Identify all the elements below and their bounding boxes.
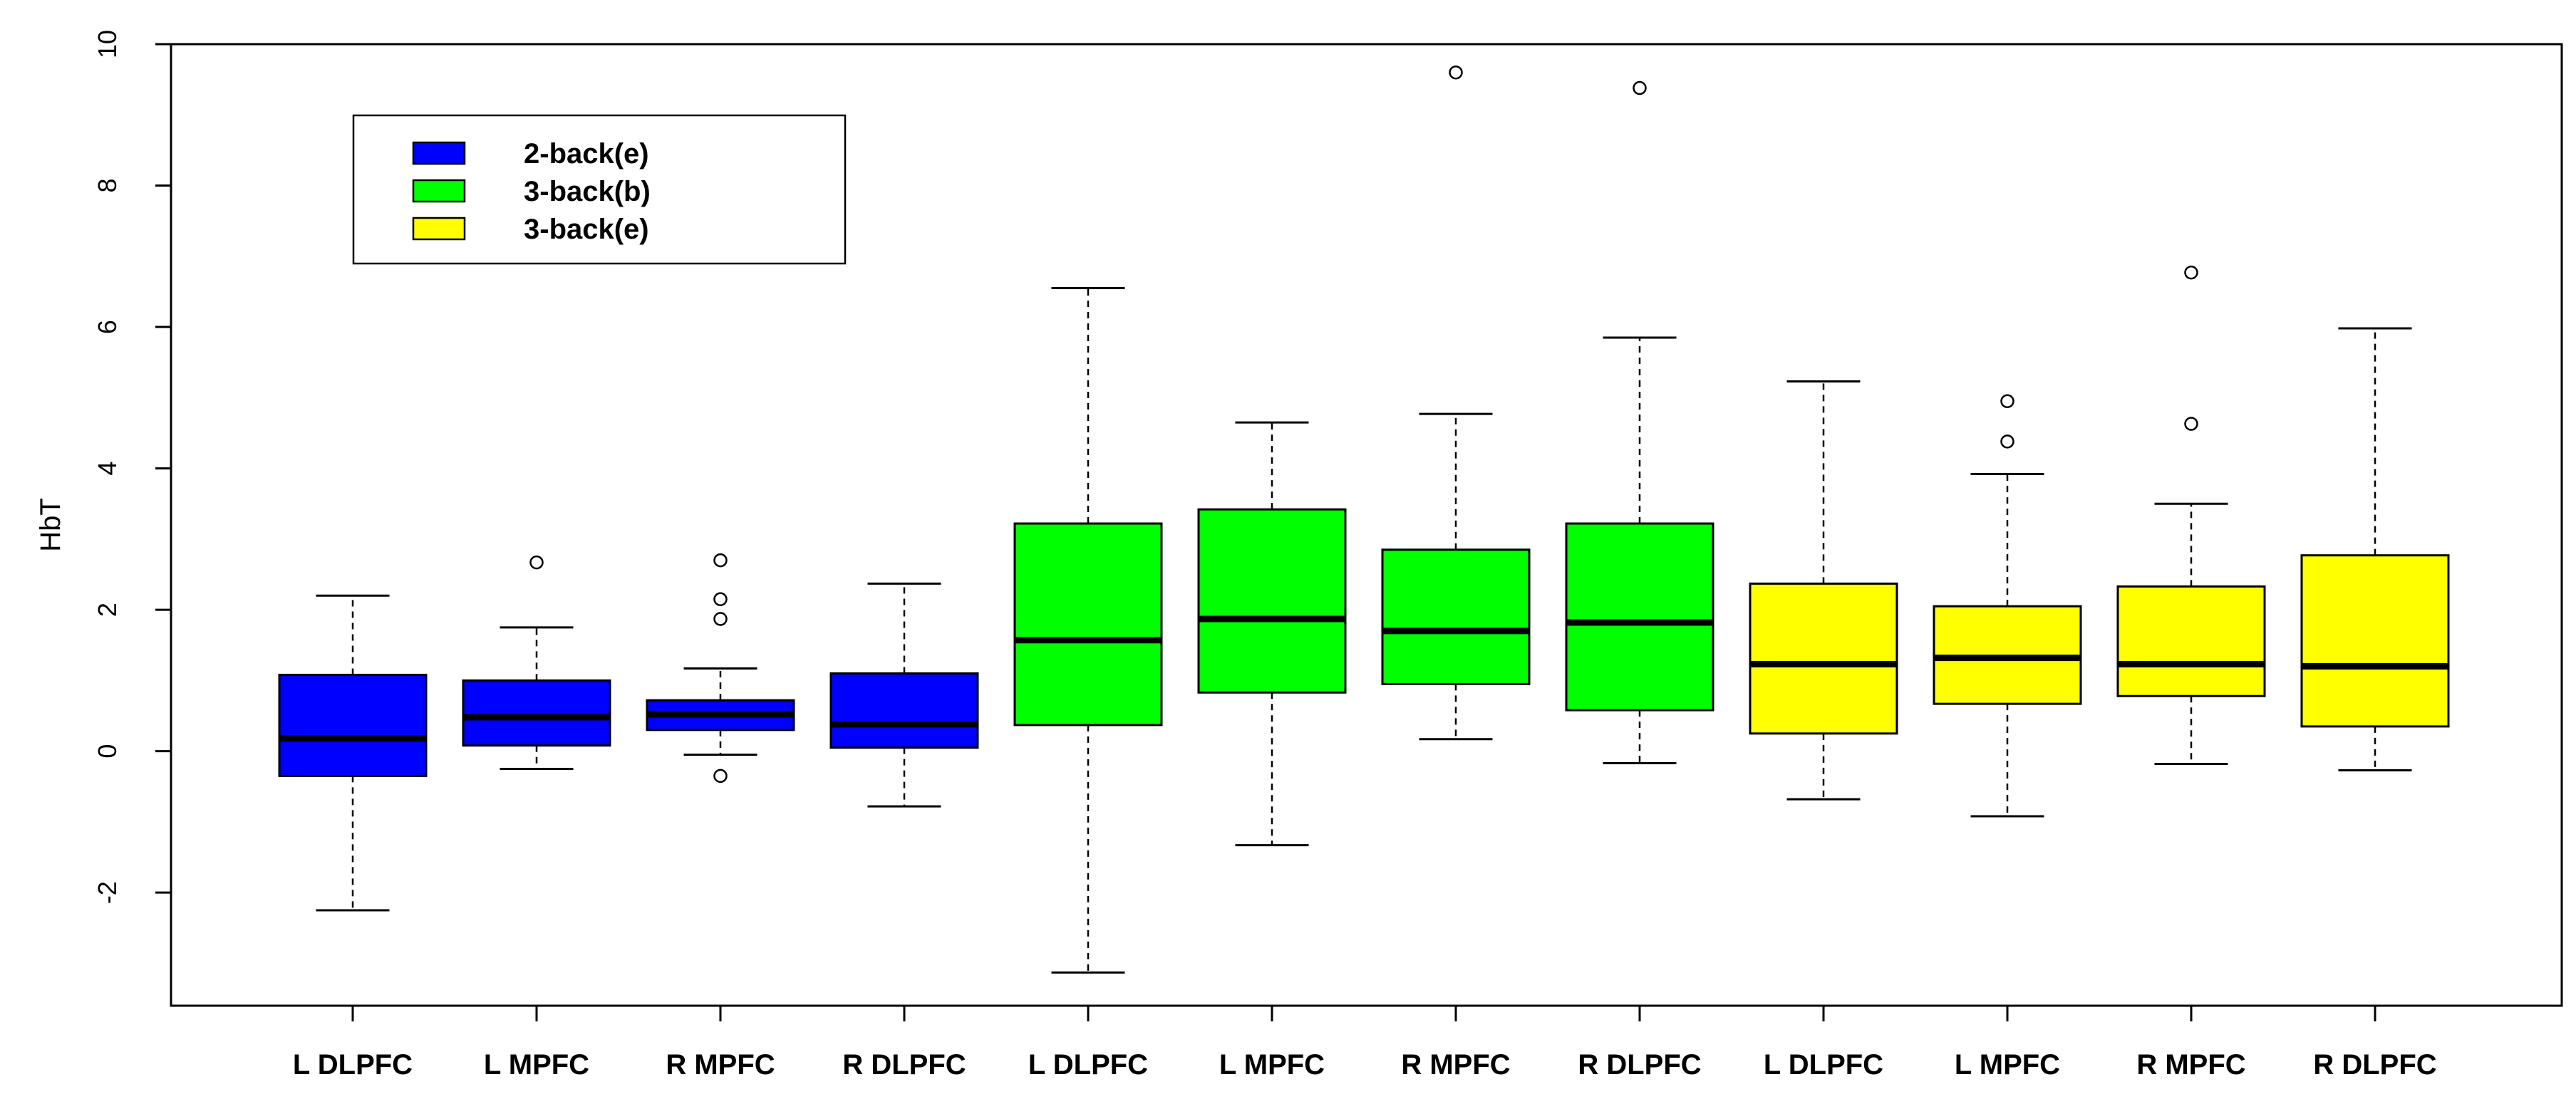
y-tick-label: 2 [93, 603, 122, 617]
y-tick-label: 10 [93, 30, 122, 58]
box-7 [1381, 65, 1531, 741]
box-9 [1749, 380, 1898, 801]
outlier-point [1449, 65, 1463, 80]
outlier-point [713, 553, 728, 568]
legend-swatch [412, 179, 466, 203]
boxes [278, 65, 2450, 974]
box-iqr [1013, 522, 1163, 727]
box-11 [2116, 265, 2266, 766]
outlier-point [713, 592, 728, 606]
x-tick-label: L DLPFC [1764, 1049, 1883, 1081]
y-tick-label: 8 [93, 179, 122, 193]
box-iqr [278, 673, 428, 777]
outlier-point [2000, 394, 2014, 409]
x-tick-label: R MPFC [2136, 1049, 2245, 1081]
box-iqr [2116, 585, 2266, 697]
box-12 [2300, 327, 2450, 771]
x-tick-label: L MPFC [1219, 1049, 1325, 1081]
box-2 [462, 555, 611, 770]
y-tick-label: 6 [93, 320, 122, 334]
box-1 [278, 594, 428, 912]
box-iqr [2300, 554, 2450, 728]
legend: 2-back(e) 3-back(b) 3-back(e) [352, 114, 847, 265]
box-10 [1933, 394, 2082, 818]
legend-label: 3-back(e) [524, 214, 649, 245]
x-tick-label: L MPFC [484, 1049, 589, 1081]
legend-label: 3-back(b) [524, 176, 651, 207]
outlier-point [713, 612, 728, 626]
outlier-point [713, 769, 728, 783]
y-axis-title: HbT [35, 498, 66, 552]
outlier-point [529, 555, 544, 570]
x-tick-label: R DLPFC [842, 1049, 966, 1081]
box-iqr [1565, 522, 1714, 712]
outlier-point [2000, 434, 2014, 449]
x-tick-label: R DLPFC [2313, 1049, 2436, 1081]
legend-swatch [412, 141, 466, 165]
box-6 [1197, 421, 1347, 847]
box-iqr [829, 672, 979, 749]
box-5 [1013, 286, 1163, 974]
x-tick-label: L DLPFC [1028, 1049, 1148, 1081]
x-tick-label: R MPFC [666, 1049, 775, 1081]
box-iqr [1381, 548, 1531, 685]
x-tick-label: R DLPFC [1578, 1049, 1701, 1081]
legend-swatch [412, 217, 466, 241]
outlier-point [2184, 265, 2198, 280]
box-4 [829, 582, 979, 808]
x-tick-label: L DLPFC [293, 1049, 413, 1081]
box-iqr [1749, 582, 1898, 735]
box-3 [646, 553, 795, 783]
outlier-point [1633, 80, 1647, 95]
y-axis: -2 0 2 4 6 8 10 [93, 30, 172, 904]
y-tick-label: 4 [93, 462, 122, 476]
y-tick-label: 0 [93, 744, 122, 759]
box-iqr [1197, 508, 1347, 694]
box-8 [1565, 80, 1714, 765]
x-axis: L DLPFC L MPFC R MPFC R DLPFC L DLPFC L MPFC R… [293, 1004, 2437, 1081]
y-tick-label: -2 [93, 881, 122, 904]
x-tick-label: L MPFC [1955, 1049, 2060, 1081]
x-tick-label: R MPFC [1401, 1049, 1510, 1081]
legend-label: 2-back(e) [524, 138, 649, 170]
box-iqr [462, 679, 611, 747]
outlier-point [2184, 417, 2198, 431]
